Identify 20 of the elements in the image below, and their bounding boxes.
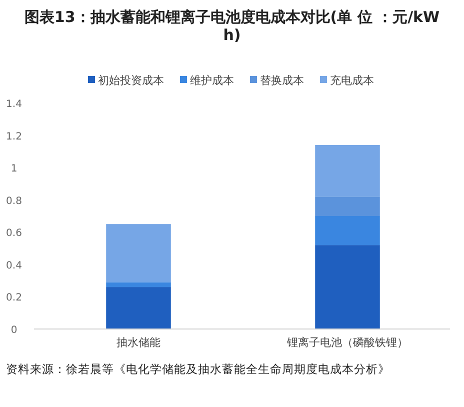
y-tick-label: 1	[10, 164, 18, 175]
x-tick-label: 锂离子电池（磷酸铁锂）	[286, 336, 408, 349]
bar	[106, 224, 171, 282]
y-tick-label: 0	[10, 325, 18, 336]
y-tick-label: 1.2	[6, 131, 22, 142]
y-tick-label: 0.4	[6, 260, 22, 272]
bar	[106, 287, 171, 329]
y-tick-label: 1.4	[6, 99, 22, 110]
annotation: 资料来源：徐若晨等《电化学储能及抽水蓄能全生命周期度电成本分析》	[6, 362, 390, 376]
legend-label: 充电成本	[330, 74, 374, 87]
y-tick-label: 0.6	[6, 228, 22, 240]
legend-label: 维护成本	[190, 74, 234, 87]
title: 图表13：抽水蓄能和锂离子电池度电成本对比(单 位 ：元/kWh)	[24, 8, 440, 44]
legend-label: 替换成本	[260, 74, 304, 87]
y-tick-label: 0.2	[6, 292, 22, 304]
bar	[315, 245, 380, 329]
x-tick-label: 抽水储能	[116, 336, 160, 349]
legend-label: 初始投资成本	[98, 74, 164, 87]
y-tick-label: 0.8	[6, 196, 22, 207]
bar	[106, 282, 171, 288]
